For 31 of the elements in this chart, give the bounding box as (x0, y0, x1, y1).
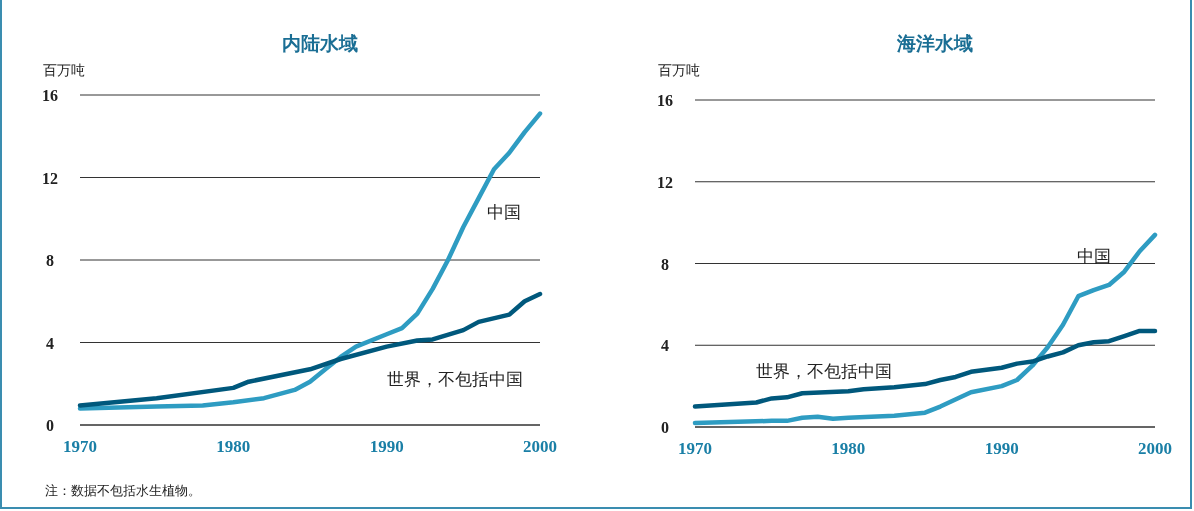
y-axis-title: 百万吨 (43, 62, 85, 78)
y-tick-label: 4 (46, 334, 54, 352)
y-tick-label: 0 (661, 419, 669, 436)
chart-title: 海洋水域 (896, 33, 973, 54)
y-tick-label: 12 (42, 169, 58, 187)
x-tick-label: 1990 (369, 437, 404, 456)
x-tick-label: 2000 (1138, 439, 1172, 458)
x-tick-label: 1990 (984, 439, 1019, 458)
y-tick-label: 4 (661, 337, 669, 355)
line-series (77, 111, 543, 411)
y-axis-title: 百万吨 (658, 62, 700, 78)
series-label: 中国 (486, 203, 521, 223)
x-tick-label: 1980 (216, 437, 251, 456)
y-tick-label: 0 (46, 417, 54, 434)
line-series (692, 232, 1158, 426)
x-tick-label: 1970 (678, 439, 712, 458)
y-tick-label: 8 (46, 252, 54, 269)
chart-title: 内陆水域 (282, 33, 358, 54)
line-series (77, 291, 543, 408)
y-tick-label: 16 (42, 87, 58, 104)
text: 注：数据不包括水生植物。 (45, 483, 201, 498)
y-tick-label: 8 (661, 255, 669, 273)
y-tick-label: 12 (657, 173, 673, 191)
x-tick-label: 2000 (523, 437, 557, 456)
x-tick-label: 1980 (831, 439, 866, 458)
line-series (692, 328, 1158, 409)
series-label: 世界，不包括中国 (386, 369, 523, 389)
series-label: 世界，不包括中国 (756, 362, 893, 382)
x-tick-label: 1970 (63, 437, 97, 456)
y-tick-label: 16 (657, 92, 673, 109)
series-label: 中国 (1077, 246, 1112, 266)
